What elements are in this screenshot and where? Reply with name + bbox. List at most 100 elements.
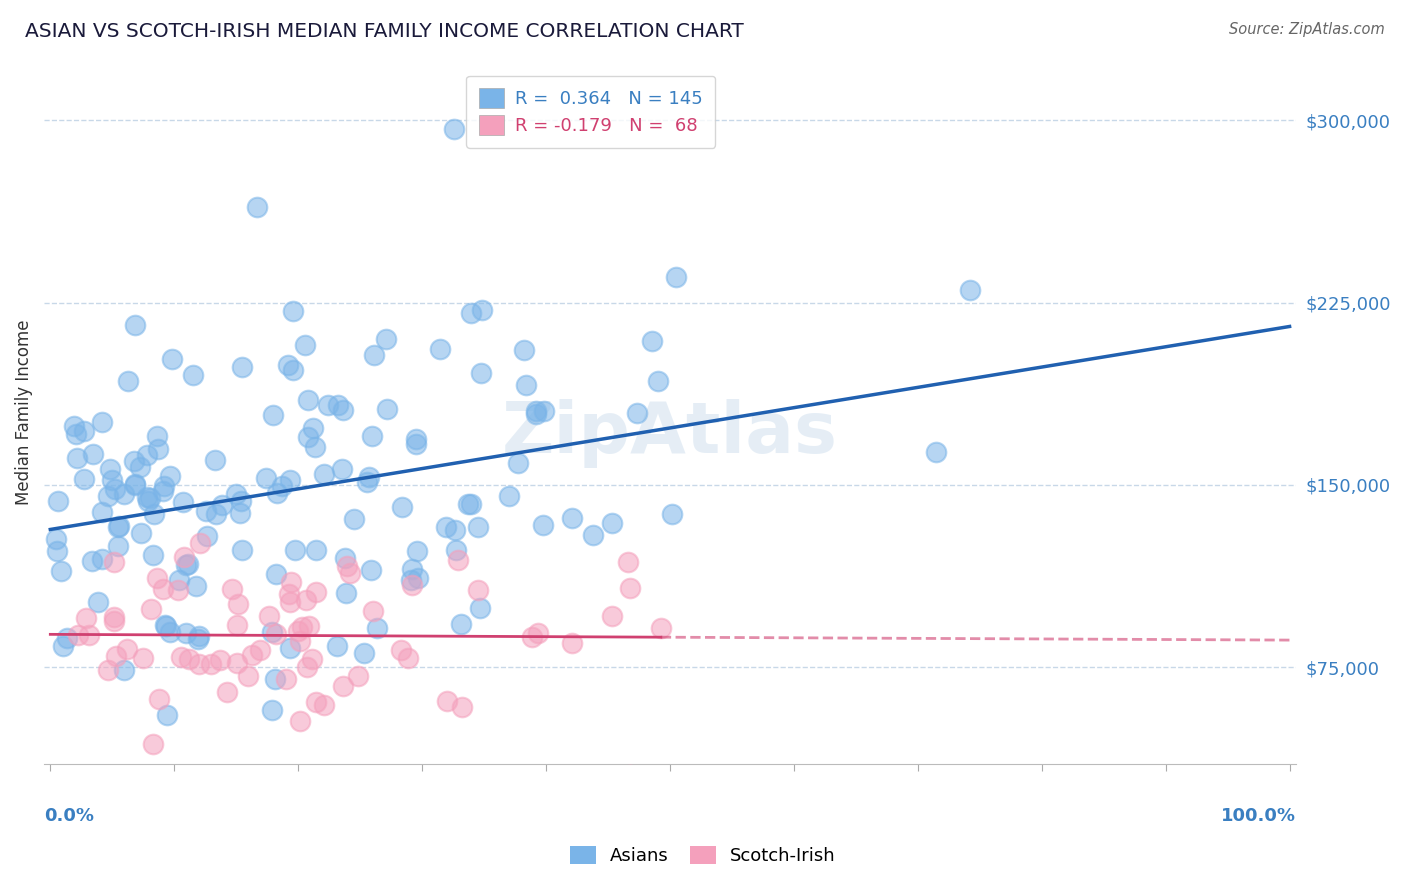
Point (288, 634, 311, 648)
Point (205, 507, 228, 521)
Point (173, 550, 195, 565)
Point (259, 609, 281, 624)
Point (96, 663, 118, 677)
Point (124, 318, 146, 332)
Point (155, 619, 177, 633)
Point (429, 342, 451, 356)
Point (236, 669, 259, 683)
Point (446, 543, 468, 558)
Point (405, 432, 427, 446)
Point (66, 628, 89, 642)
Point (86, 595, 108, 609)
Point (97, 489, 120, 503)
Point (65, 427, 87, 442)
Point (356, 475, 378, 489)
Point (66, 450, 89, 465)
Point (281, 304, 304, 318)
Point (142, 549, 165, 563)
Point (301, 651, 323, 665)
Point (91, 505, 114, 519)
Point (82, 447, 104, 461)
Point (602, 608, 624, 623)
Point (103, 555, 125, 569)
Point (98, 462, 121, 476)
Point (326, 639, 349, 653)
Point (450, 617, 472, 632)
Point (264, 566, 287, 581)
Point (117, 375, 139, 389)
Point (174, 558, 197, 572)
Point (298, 619, 321, 633)
Point (471, 303, 494, 318)
Point (374, 332, 396, 346)
Point (152, 582, 174, 596)
Point (314, 467, 336, 481)
Point (264, 627, 287, 641)
Point (291, 620, 314, 634)
Point (444, 523, 467, 537)
Point (524, 407, 547, 421)
Point (225, 617, 247, 632)
Point (360, 564, 382, 578)
Point (49, 565, 72, 579)
Point (169, 574, 191, 588)
Point (136, 493, 159, 508)
Point (188, 536, 211, 550)
Point (665, 269, 688, 284)
Point (72, 424, 94, 438)
Point (277, 358, 299, 372)
Text: ZipAtlas: ZipAtlas (502, 399, 838, 467)
Point (297, 392, 319, 407)
Point (172, 495, 194, 509)
Point (626, 406, 648, 420)
Point (524, 403, 547, 417)
Point (226, 657, 249, 671)
Point (661, 507, 683, 521)
Point (600, 516, 623, 530)
Point (363, 348, 385, 362)
Point (304, 440, 326, 454)
Point (513, 343, 536, 358)
Point (188, 630, 211, 644)
Text: 0.0%: 0.0% (44, 806, 94, 824)
Point (336, 558, 359, 573)
Point (79, 628, 101, 642)
Point (129, 526, 152, 541)
Point (45, 532, 67, 546)
Point (561, 636, 583, 650)
Point (240, 648, 263, 662)
Point (159, 468, 181, 483)
Point (527, 626, 550, 640)
Point (616, 555, 638, 569)
Point (160, 351, 183, 366)
Point (266, 486, 288, 500)
Point (302, 421, 325, 435)
Point (136, 490, 159, 504)
Point (100, 473, 122, 487)
Point (146, 429, 169, 443)
Point (107, 539, 129, 553)
Point (305, 695, 328, 709)
Point (209, 652, 232, 666)
Text: 100.0%: 100.0% (1220, 806, 1296, 824)
Point (357, 470, 380, 484)
Point (318, 398, 340, 412)
Point (249, 643, 271, 657)
Point (52, 639, 75, 653)
Point (186, 579, 208, 593)
Point (159, 624, 181, 639)
Point (231, 542, 253, 557)
Point (330, 462, 353, 476)
Point (138, 491, 160, 505)
Point (294, 337, 316, 351)
Point (155, 707, 177, 722)
Point (284, 543, 307, 558)
Point (401, 578, 423, 592)
Point (405, 544, 427, 558)
Point (399, 573, 422, 587)
Point (332, 679, 354, 693)
Point (533, 403, 555, 417)
Point (136, 448, 159, 462)
Point (152, 483, 174, 498)
Point (112, 663, 135, 677)
